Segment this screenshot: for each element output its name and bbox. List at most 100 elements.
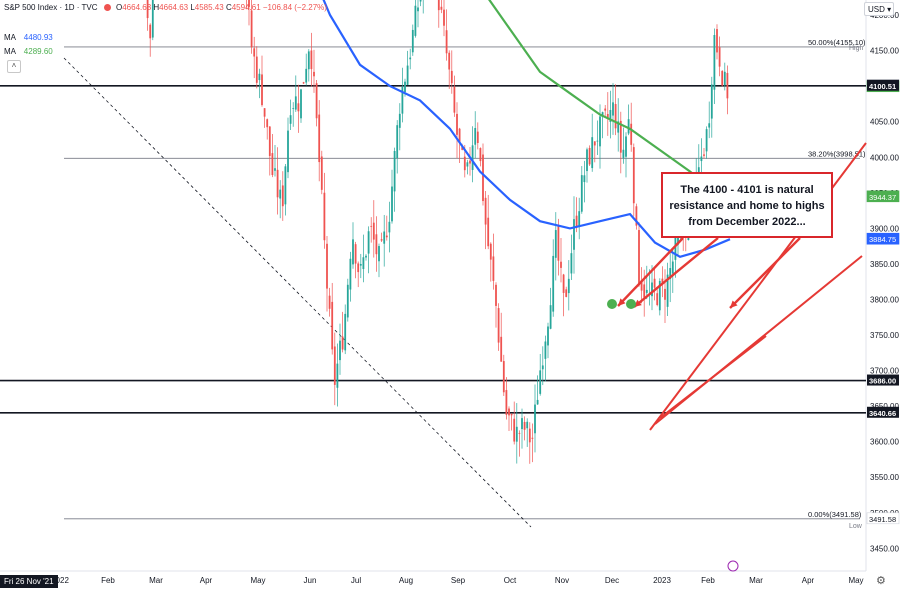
candle-body	[263, 108, 266, 117]
candle-body	[515, 426, 518, 442]
candle-body	[305, 68, 308, 83]
x-tick-label: Oct	[504, 576, 517, 585]
candle-body	[557, 225, 560, 261]
candle-body	[570, 253, 573, 274]
candle-body	[367, 231, 370, 254]
candle-body	[562, 274, 565, 293]
candle-body	[354, 244, 357, 264]
candle-body	[328, 295, 331, 309]
candle-body	[528, 428, 531, 443]
candle-body	[258, 73, 261, 81]
candle-body	[653, 278, 656, 288]
symbol-title: S&P 500 Index · 1D · TVC	[4, 3, 98, 12]
candle-body	[606, 113, 609, 119]
candle-body	[370, 225, 373, 227]
candle-body	[638, 230, 640, 286]
y-tick-label: 3900.00	[870, 224, 899, 233]
candle-body	[417, 7, 419, 12]
candle-body	[578, 211, 581, 226]
level-badge	[867, 79, 899, 91]
arrow-3	[729, 237, 801, 309]
candle-body	[401, 86, 404, 114]
arrow-2	[633, 237, 719, 308]
status-dot-icon	[103, 4, 111, 11]
candle-body	[372, 222, 375, 240]
marker-dot-icon	[626, 299, 636, 309]
y-tick-label: 4000.00	[870, 153, 899, 162]
gear-icon[interactable]: ⚙	[876, 575, 886, 587]
candle-body	[271, 153, 274, 176]
candle-body	[289, 115, 292, 124]
fib-level-label: 0.00%(3491.58)	[808, 510, 862, 519]
candle-body	[580, 175, 583, 212]
candle-body	[248, 0, 250, 7]
candle-body	[713, 34, 716, 90]
price-badge	[866, 232, 900, 245]
candle-body	[677, 233, 679, 245]
candle-body	[391, 186, 393, 222]
x-tick-label: Mar	[149, 576, 163, 585]
candle-body	[445, 30, 448, 54]
candle-body	[302, 82, 305, 84]
candle-body	[383, 231, 386, 244]
candle-body	[627, 119, 630, 134]
candle-body	[274, 168, 276, 171]
ma-slow-legend[interactable]: MA 4289.60	[4, 47, 53, 56]
candle-body	[505, 390, 508, 415]
price-badge-text: 3491.58	[869, 515, 896, 524]
candle-body	[697, 167, 700, 173]
candle-body	[443, 9, 445, 26]
y-tick-label: 3550.00	[870, 473, 899, 482]
x-tick-label: Mar	[749, 576, 763, 585]
ma-fast-legend[interactable]: MA 4480.93	[4, 33, 53, 42]
currency-select[interactable]: USD ▾	[864, 2, 894, 16]
candle-body	[596, 140, 599, 142]
candle-body	[669, 268, 672, 280]
candle-body	[437, 0, 440, 11]
candle-body	[409, 57, 412, 60]
candle-body	[487, 217, 490, 247]
candle-body	[281, 185, 284, 207]
candle-body	[362, 257, 365, 270]
candle-body	[406, 65, 409, 85]
level-badge-text: 4100.51	[869, 82, 896, 91]
x-tick-label: May	[848, 576, 863, 585]
y-tick-label: 4150.00	[870, 47, 899, 56]
candle-body	[716, 29, 718, 53]
arrow-1-head	[618, 298, 626, 306]
candle-body	[601, 112, 604, 117]
collapse-legend-button[interactable]: ˄	[7, 60, 21, 73]
x-tick-label: Aug	[399, 576, 413, 585]
candle-body	[674, 237, 677, 260]
candle-body	[622, 149, 625, 158]
ma-fast-value: 4480.93	[23, 33, 53, 42]
candle-body	[536, 399, 539, 405]
candle-body	[349, 258, 352, 290]
x-tick-label: Feb	[101, 576, 115, 585]
candle-body	[466, 162, 469, 167]
price-badge	[866, 190, 900, 203]
level-badge-text: 3640.66	[869, 409, 896, 418]
candle-body	[549, 305, 552, 329]
candle-body	[474, 128, 477, 145]
candle-body	[721, 70, 724, 86]
y-tick-label: 3800.00	[870, 295, 899, 304]
candle-body	[619, 120, 622, 153]
candle-body	[625, 136, 627, 157]
y-tick-label: 4050.00	[870, 118, 899, 127]
candle-body	[651, 282, 653, 297]
candle-body	[450, 70, 453, 84]
open-label: O	[116, 3, 123, 12]
candle-body	[357, 263, 360, 273]
candle-body	[318, 114, 321, 163]
candle-body	[656, 293, 659, 306]
fib-level-label: 50.00%(4155.10)	[808, 38, 866, 47]
candle-body	[609, 110, 612, 122]
x-tick-label: 2023	[653, 576, 671, 585]
candle-body	[380, 239, 383, 241]
candle-body	[255, 56, 258, 83]
candle-body	[341, 336, 344, 350]
candle-body	[661, 278, 664, 285]
candle-body	[508, 408, 510, 416]
